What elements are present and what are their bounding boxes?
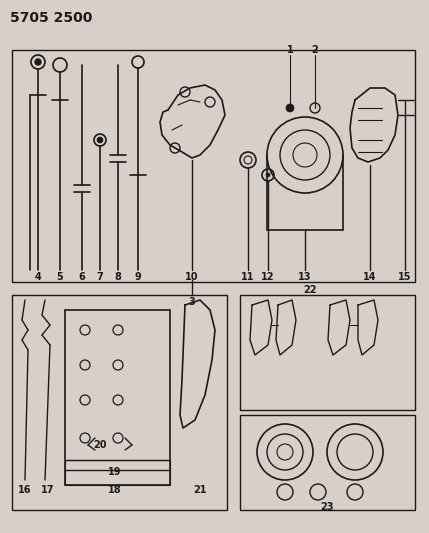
Text: 6: 6 bbox=[79, 272, 85, 282]
Text: 18: 18 bbox=[108, 485, 122, 495]
Text: 3: 3 bbox=[189, 297, 195, 307]
Circle shape bbox=[97, 137, 103, 143]
Bar bbox=[240, 295, 415, 410]
Bar bbox=[12, 50, 415, 282]
Circle shape bbox=[35, 59, 41, 65]
Polygon shape bbox=[358, 300, 378, 355]
Polygon shape bbox=[350, 88, 398, 162]
Text: 19: 19 bbox=[108, 467, 122, 477]
Bar bbox=[12, 295, 227, 510]
Text: 5705 2500: 5705 2500 bbox=[10, 11, 92, 25]
Text: 21: 21 bbox=[193, 485, 207, 495]
Polygon shape bbox=[160, 85, 225, 158]
Text: 1: 1 bbox=[287, 45, 293, 55]
Text: 9: 9 bbox=[135, 272, 142, 282]
Bar bbox=[65, 460, 170, 485]
Text: 15: 15 bbox=[398, 272, 412, 282]
Bar bbox=[65, 310, 170, 485]
Text: 7: 7 bbox=[97, 272, 103, 282]
Text: 13: 13 bbox=[298, 272, 312, 282]
Polygon shape bbox=[276, 300, 296, 355]
Text: 20: 20 bbox=[93, 440, 107, 450]
Text: 8: 8 bbox=[115, 272, 121, 282]
Bar bbox=[240, 415, 415, 510]
Text: 14: 14 bbox=[363, 272, 377, 282]
Text: 23: 23 bbox=[320, 502, 334, 512]
Text: 2: 2 bbox=[311, 45, 318, 55]
Polygon shape bbox=[250, 300, 272, 355]
Text: 12: 12 bbox=[261, 272, 275, 282]
Text: 11: 11 bbox=[241, 272, 255, 282]
Text: 4: 4 bbox=[35, 272, 41, 282]
Polygon shape bbox=[328, 300, 350, 355]
Circle shape bbox=[286, 104, 294, 112]
Text: 17: 17 bbox=[41, 485, 55, 495]
Text: 22: 22 bbox=[303, 285, 317, 295]
Text: 16: 16 bbox=[18, 485, 32, 495]
Text: 10: 10 bbox=[185, 272, 199, 282]
Text: 5: 5 bbox=[57, 272, 63, 282]
Polygon shape bbox=[180, 300, 215, 428]
Circle shape bbox=[266, 173, 270, 177]
